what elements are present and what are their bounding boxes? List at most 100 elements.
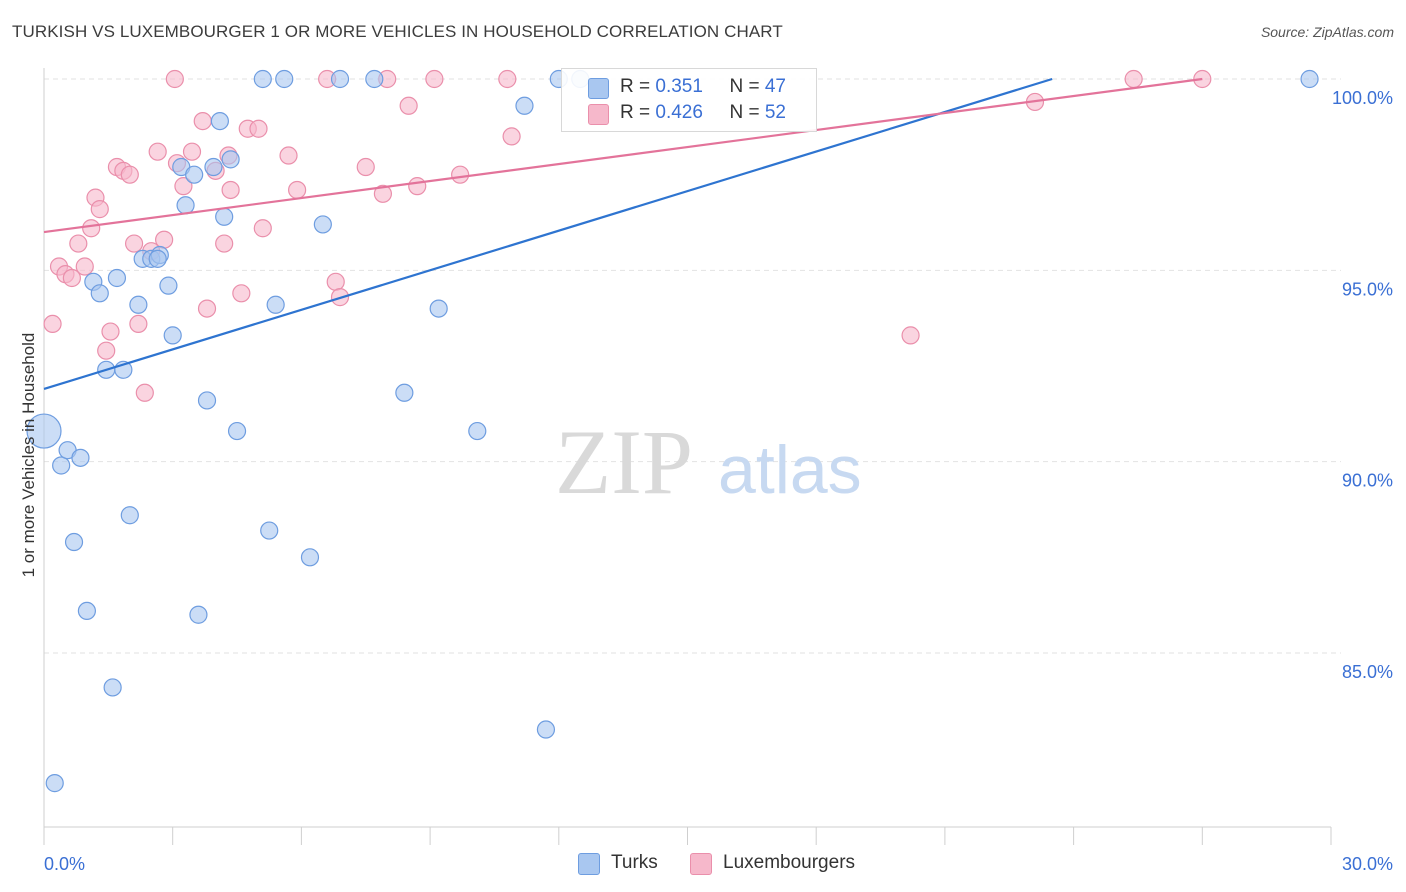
turks-trend-line xyxy=(43,77,1053,391)
luxembourgers-point-5 xyxy=(75,257,94,276)
y-tick-label-0: 85.0% xyxy=(1342,662,1393,682)
y-tick-label-2: 95.0% xyxy=(1342,279,1393,299)
turks-r-value: 0.351 xyxy=(655,76,703,97)
luxembourgers-point-23 xyxy=(193,111,212,131)
turks-point-10 xyxy=(103,678,122,697)
lux-n-label: N = xyxy=(729,102,765,123)
turks-point-36 xyxy=(330,69,350,89)
turks-point-32 xyxy=(266,295,285,314)
luxembourgers-point-27 xyxy=(221,180,240,200)
luxembourgers-point-8 xyxy=(90,200,109,219)
luxembourgers-point-48 xyxy=(901,326,920,345)
turks-point-33 xyxy=(275,69,294,89)
luxembourgers-point-44 xyxy=(498,69,517,89)
stats-legend: R = 0.351 N = 47 R = 0.426 N = 52 xyxy=(561,68,817,132)
turks-point-0 xyxy=(26,413,62,449)
y-tick-label-1: 90.0% xyxy=(1342,471,1393,491)
luxembourgers-point-4 xyxy=(69,234,88,253)
lux-n-value: 52 xyxy=(764,102,786,123)
turks-point-22 xyxy=(185,165,204,184)
turks-point-11 xyxy=(107,268,127,288)
turks-point-40 xyxy=(468,421,487,441)
turks-point-23 xyxy=(189,605,208,624)
luxembourgers-point-6 xyxy=(82,219,101,238)
luxembourgers-point-14 xyxy=(124,234,144,253)
turks-point-31 xyxy=(260,521,279,540)
luxembourgers-point-45 xyxy=(502,127,521,146)
turks-point-45 xyxy=(148,249,167,268)
turks-point-4 xyxy=(64,532,84,552)
turks-point-39 xyxy=(429,299,448,318)
luxembourgers-point-40 xyxy=(399,96,418,115)
turks-point-28 xyxy=(221,150,240,169)
luxembourgers-point-16 xyxy=(135,383,154,402)
turks-point-37 xyxy=(365,69,384,89)
turks-n-label: N = xyxy=(729,76,765,97)
turks-point-34 xyxy=(300,548,320,567)
turks-point-14 xyxy=(129,295,148,314)
luxembourgers-swatch xyxy=(588,104,609,125)
lux-r-value: 0.426 xyxy=(655,102,703,123)
luxembourgers-point-0 xyxy=(43,314,62,334)
turks-points xyxy=(26,69,1319,793)
turks-point-5 xyxy=(71,448,90,467)
turks-point-24 xyxy=(197,391,217,410)
y-tick-label-3: 100.0% xyxy=(1332,88,1393,108)
luxembourgers-point-38 xyxy=(373,184,393,203)
luxembourgers-point-35 xyxy=(326,272,345,291)
luxembourgers-trend-line xyxy=(43,77,1203,234)
y-axis-label: 1 or more Vehicles in Household xyxy=(19,333,38,578)
turks-point-38 xyxy=(395,383,414,402)
luxembourgers-point-24 xyxy=(197,299,217,318)
legend-turks-label: Turks xyxy=(611,852,658,873)
turks-point-35 xyxy=(313,215,332,234)
luxembourgers-point-13 xyxy=(120,165,139,184)
turks-point-2 xyxy=(52,456,71,475)
luxembourgers-point-43 xyxy=(451,165,470,184)
turks-point-27 xyxy=(215,207,234,226)
luxembourgers-point-31 xyxy=(253,219,272,238)
turks-point-8 xyxy=(90,284,109,303)
turks-point-25 xyxy=(204,157,223,177)
luxembourgers-point-3 xyxy=(62,268,81,288)
turks-point-1 xyxy=(45,774,64,793)
luxembourgers-point-26 xyxy=(215,234,234,253)
watermark-atlas: atlas xyxy=(718,432,862,508)
trend-lines xyxy=(43,77,1203,391)
lux-r-label: R = xyxy=(620,102,656,123)
luxembourgers-point-22 xyxy=(182,142,202,161)
source-label: Source: ZipAtlas.com xyxy=(1260,24,1394,40)
turks-point-41 xyxy=(515,96,534,115)
luxembourgers-point-15 xyxy=(129,314,148,334)
x-tick-label-min: 0.0% xyxy=(44,854,85,874)
gridlines xyxy=(44,78,1341,654)
luxembourgers-point-10 xyxy=(101,322,120,341)
turks-point-42 xyxy=(536,720,556,739)
luxembourgers-point-37 xyxy=(356,157,375,177)
luxembourgers-point-47 xyxy=(165,69,184,89)
luxembourgers-point-32 xyxy=(279,146,298,165)
x-tick-label-max: 30.0% xyxy=(1342,854,1393,874)
turks-point-21 xyxy=(176,196,195,215)
luxembourgers-point-19 xyxy=(155,230,174,249)
luxembourgers-points xyxy=(43,69,1212,402)
turks-n-value: 47 xyxy=(764,76,786,97)
luxembourgers-point-18 xyxy=(148,142,167,161)
luxembourgers-point-9 xyxy=(97,341,116,360)
watermark: ZIP atlas xyxy=(555,411,862,513)
luxembourgers-point-28 xyxy=(232,284,251,303)
luxembourgers-point-41 xyxy=(408,177,427,196)
luxembourgers-point-33 xyxy=(288,180,307,200)
turks-point-30 xyxy=(253,69,272,89)
legend-luxembourgers-swatch xyxy=(690,853,712,875)
legend-luxembourgers-label: Luxembourgers xyxy=(723,852,856,873)
turks-point-46 xyxy=(1300,69,1319,89)
turks-point-29 xyxy=(227,421,247,441)
chart-title: TURKISH VS LUXEMBOURGER 1 OR MORE VEHICL… xyxy=(12,22,783,41)
legend-turks-swatch xyxy=(578,853,600,875)
luxembourgers-point-21 xyxy=(174,177,193,196)
tick-labels: 85.0% 90.0% 95.0% 100.0% 0.0% 30.0% xyxy=(44,88,1393,874)
luxembourgers-point-30 xyxy=(249,119,268,138)
turks-swatch xyxy=(588,78,609,99)
turks-r-label: R = xyxy=(620,76,656,97)
